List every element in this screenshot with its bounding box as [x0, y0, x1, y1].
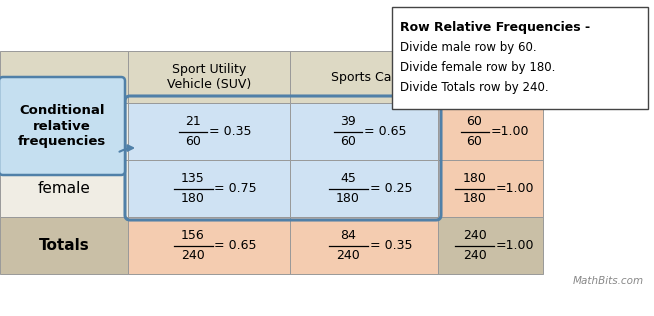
Bar	[290, 103, 438, 160]
Bar	[392, 7, 648, 109]
Text: Row Relative Frequencies -: Row Relative Frequencies -	[400, 21, 590, 34]
Bar	[438, 217, 543, 274]
Bar	[0, 51, 128, 103]
Text: =1.00: =1.00	[496, 239, 534, 252]
Bar	[290, 51, 438, 103]
Text: =1.00: =1.00	[496, 182, 534, 195]
Text: 45: 45	[340, 172, 356, 185]
Bar	[0, 217, 128, 274]
Text: 60: 60	[185, 135, 201, 148]
Bar	[128, 160, 290, 217]
Text: 60: 60	[340, 135, 356, 148]
Text: male: male	[45, 124, 83, 139]
Text: 156: 156	[181, 229, 205, 242]
Bar	[128, 217, 290, 274]
Text: 240: 240	[181, 249, 205, 262]
Text: Divide female row by 180.: Divide female row by 180.	[400, 61, 555, 74]
Bar	[290, 160, 438, 217]
Text: 39: 39	[340, 115, 356, 128]
Text: 180: 180	[462, 192, 487, 205]
Text: Divide Totals row by 240.: Divide Totals row by 240.	[400, 81, 549, 94]
FancyArrowPatch shape	[120, 145, 133, 152]
Text: = 0.35: = 0.35	[370, 239, 412, 252]
Text: 60: 60	[466, 135, 483, 148]
Bar	[438, 103, 543, 160]
Text: 240: 240	[462, 229, 487, 242]
Text: Sport Utility
Vehicle (SUV): Sport Utility Vehicle (SUV)	[167, 63, 251, 91]
Text: female: female	[37, 181, 90, 196]
Text: Conditional
relative
frequencies: Conditional relative frequencies	[18, 105, 106, 148]
Bar	[290, 217, 438, 274]
Text: = 0.75: = 0.75	[215, 182, 257, 195]
Bar	[0, 160, 128, 217]
Bar	[438, 160, 543, 217]
Text: 240: 240	[336, 249, 360, 262]
Bar	[0, 103, 128, 160]
Text: Totals: Totals	[39, 238, 90, 253]
Text: 21: 21	[185, 115, 201, 128]
Text: = 0.25: = 0.25	[370, 182, 412, 195]
Text: 180: 180	[462, 172, 487, 185]
Bar	[438, 51, 543, 103]
Text: 240: 240	[462, 249, 487, 262]
Text: Totals: Totals	[470, 70, 511, 83]
Text: = 0.65: = 0.65	[364, 125, 407, 138]
Text: 84: 84	[340, 229, 356, 242]
Text: Divide male row by 60.: Divide male row by 60.	[400, 41, 537, 54]
Text: = 0.35: = 0.35	[209, 125, 252, 138]
Text: 135: 135	[181, 172, 205, 185]
Text: MathBits.com: MathBits.com	[573, 276, 644, 286]
Text: 180: 180	[181, 192, 205, 205]
Bar	[128, 103, 290, 160]
Text: =1.00: =1.00	[490, 125, 529, 138]
Text: 60: 60	[466, 115, 483, 128]
FancyBboxPatch shape	[0, 77, 125, 175]
Bar	[128, 51, 290, 103]
Text: = 0.65: = 0.65	[215, 239, 257, 252]
Text: 180: 180	[336, 192, 360, 205]
Text: Sports Car: Sports Car	[331, 70, 397, 83]
